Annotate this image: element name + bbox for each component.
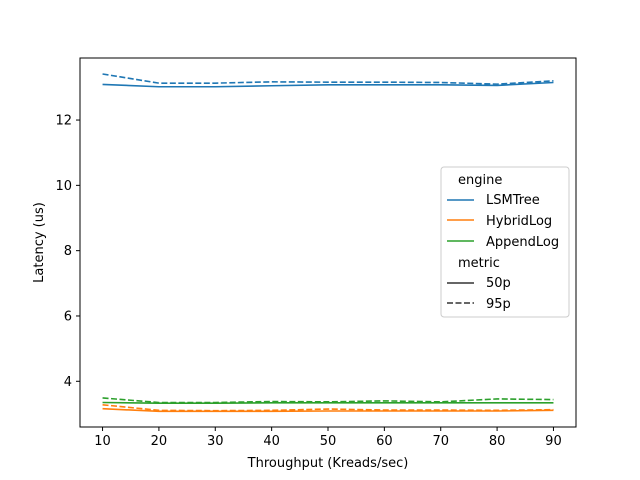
legend-label-95p: 95p [486,297,511,312]
x-tick-label: 20 [151,434,168,449]
legend: engine LSMTree HybridLog AppendLog metri… [440,166,570,318]
y-axis: 4 6 8 10 12 [55,114,80,390]
legend-label-hybridlog: HybridLog [486,214,552,229]
x-tick-label: 60 [376,434,393,449]
x-tick-label: 80 [489,434,506,449]
series-line-hybridlog-95p [102,403,554,412]
legend-label-50p: 50p [486,276,511,291]
plot-lines [102,73,554,413]
x-axis-label: Throughput (Kreads/sec) [247,456,409,471]
y-tick-label: 6 [64,309,72,324]
series-line-appendlog-95p [102,397,554,404]
x-tick-label: 40 [263,434,280,449]
y-tick-label: 12 [55,114,72,129]
y-tick-label: 8 [64,244,72,259]
y-tick-label: 4 [64,375,72,390]
y-axis-label: Latency (us) [32,202,47,283]
x-tick-label: 50 [320,434,337,449]
x-tick-label: 10 [94,434,111,449]
x-axis: 10 20 30 40 50 60 70 80 90 [94,427,562,449]
series-line-lsmtree-50p [102,81,554,88]
legend-title-engine: engine [458,173,502,188]
x-tick-label: 70 [432,434,449,449]
y-tick-label: 10 [55,179,72,194]
legend-label-appendlog: AppendLog [486,235,559,250]
x-tick-label: 90 [545,434,562,449]
x-tick-label: 30 [207,434,224,449]
series-line-lsmtree-95p [102,73,554,85]
legend-box [440,166,570,318]
series-line-appendlog-50p [102,401,554,404]
legend-label-lsmtree: LSMTree [486,193,540,208]
legend-title-metric: metric [458,256,500,271]
